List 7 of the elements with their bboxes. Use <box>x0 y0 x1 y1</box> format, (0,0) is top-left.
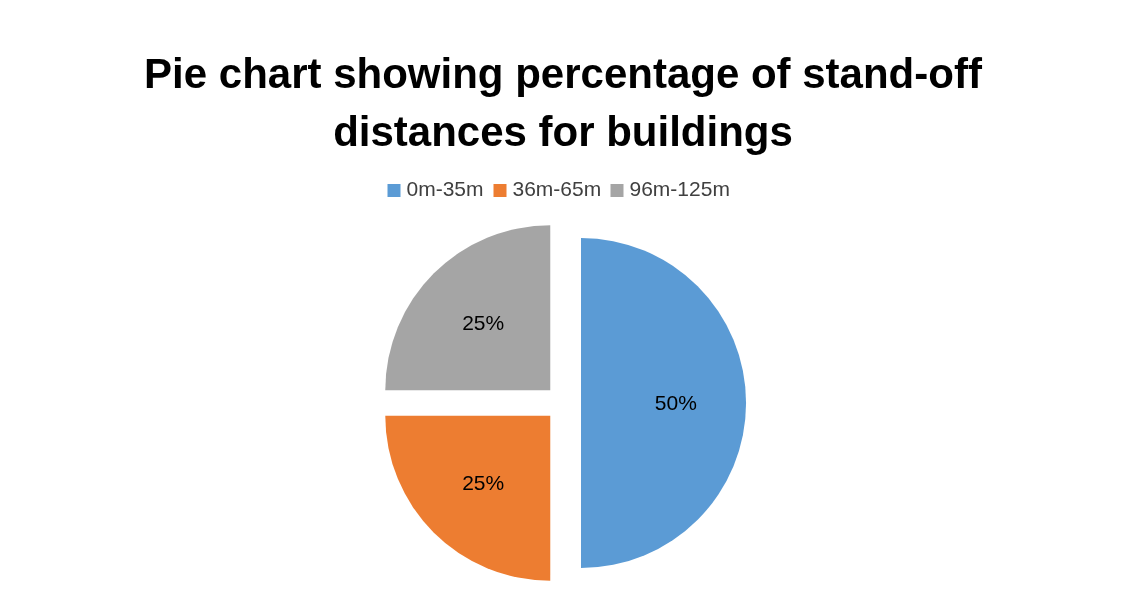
legend-label: 96m-125m <box>629 177 730 200</box>
chart-title: Pie chart showing percentage of stand-off distances for buildings <box>144 50 983 155</box>
data-label: 25% <box>462 470 505 494</box>
data-label: 25% <box>462 311 505 335</box>
legend-label: 36m-65m <box>512 177 602 200</box>
legend-label: 0m-35m <box>406 177 484 200</box>
data-label: 50% <box>654 391 697 414</box>
